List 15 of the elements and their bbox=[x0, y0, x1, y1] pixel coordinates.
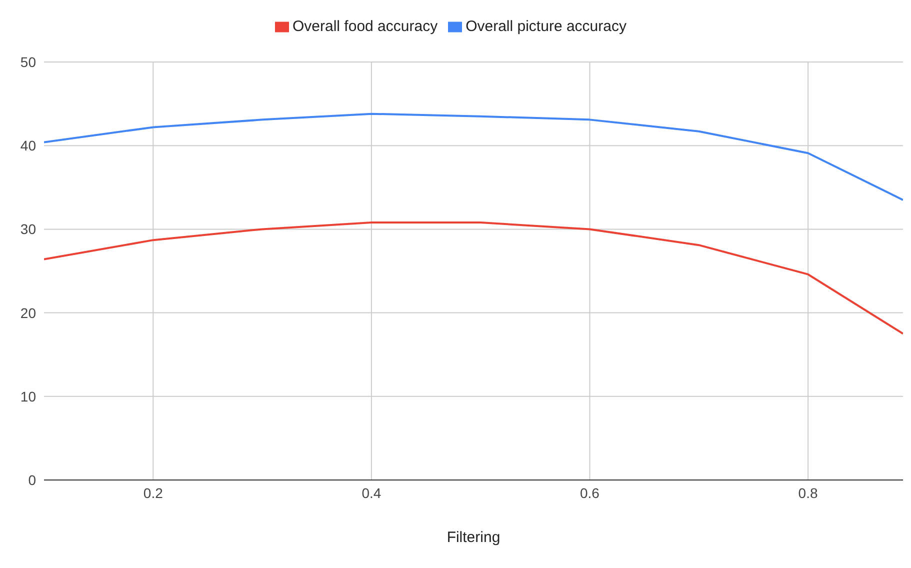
legend-label: Overall food accuracy bbox=[292, 18, 438, 35]
y-tick-label: 0 bbox=[28, 472, 36, 488]
y-tick-label: 30 bbox=[20, 221, 36, 238]
y-tick-label: 40 bbox=[20, 138, 36, 154]
line-series bbox=[44, 112, 903, 201]
x-tick-label: 0.6 bbox=[580, 484, 600, 501]
line-series bbox=[44, 222, 903, 335]
legend-label: Overall picture accuracy bbox=[466, 18, 626, 35]
x-tick-label: 0.4 bbox=[362, 484, 382, 501]
x-tick-label: 0.2 bbox=[143, 484, 164, 501]
y-tick-label: 20 bbox=[20, 304, 36, 321]
x-axis-title: Filtering bbox=[446, 529, 500, 546]
y-tick-label: 50 bbox=[20, 54, 36, 70]
x-tick-label: 0.8 bbox=[798, 484, 818, 501]
y-tick-label: 10 bbox=[20, 388, 36, 404]
